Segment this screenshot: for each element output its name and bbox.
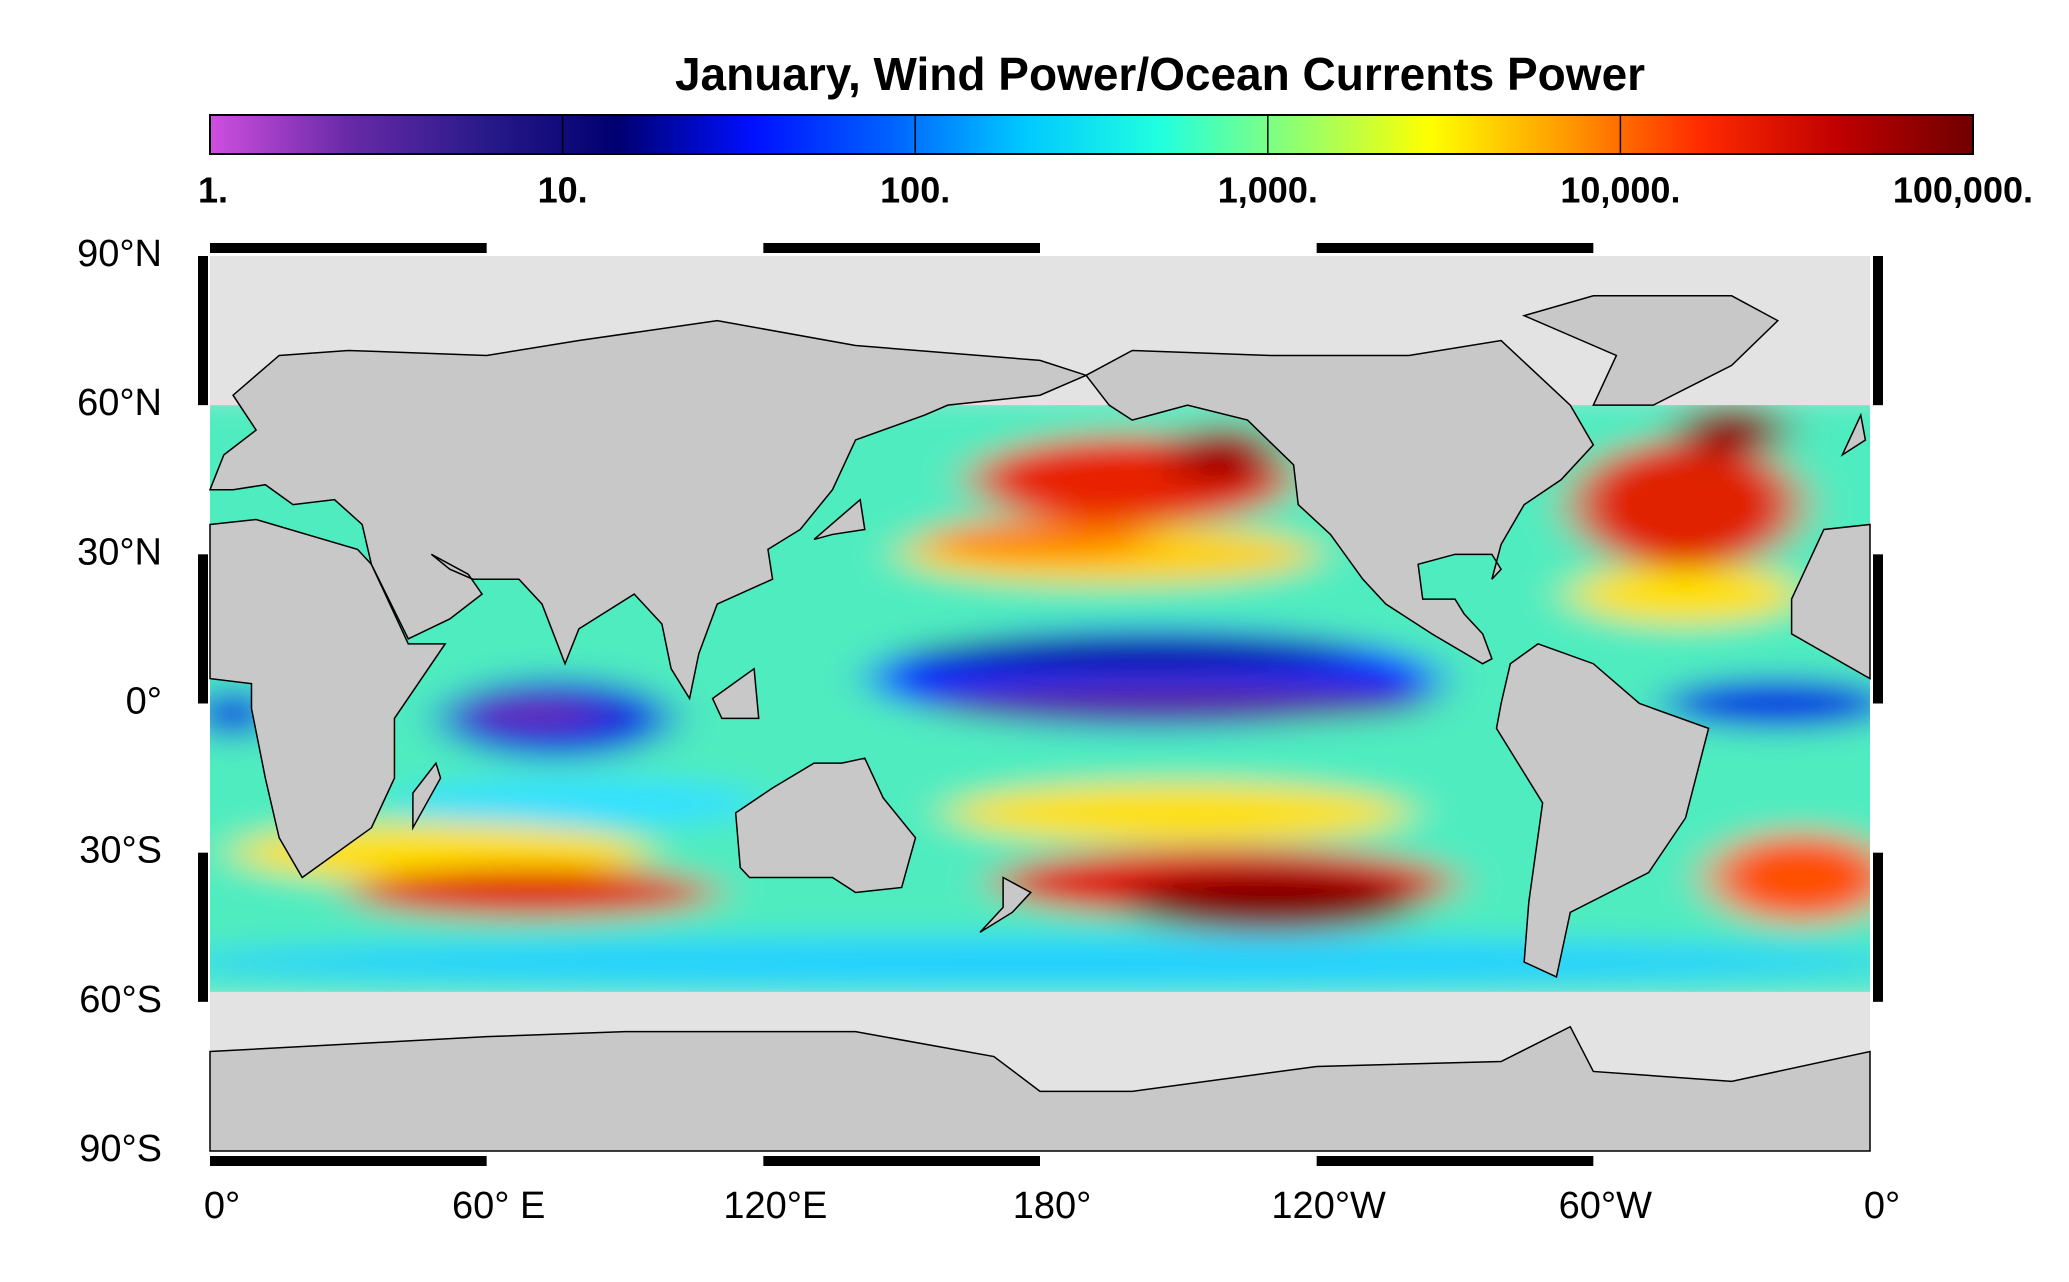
frame-bar-bottom: [763, 1156, 1040, 1166]
lat-tick-label: 90°S: [79, 1128, 162, 1170]
colorbar-tick-label: 10,000.: [1560, 170, 1680, 211]
frame-bar-left: [198, 852, 208, 1002]
lon-tick-label: 0°: [204, 1185, 240, 1227]
lat-tick-label: 60°S: [79, 979, 162, 1021]
frame-bar-right: [1873, 852, 1883, 1002]
colorbar: [209, 114, 1974, 155]
lat-tick-label: 30°S: [79, 830, 162, 872]
lat-tick-label: 90°N: [77, 233, 162, 275]
colorbar-tick-label: 100.: [880, 170, 950, 211]
colorbar-tick-label: 10.: [538, 170, 588, 211]
frame-bar-bottom: [210, 1156, 487, 1166]
colorbar-tick-label: 100,000.: [1893, 170, 2033, 211]
colorbar-tick-label: 1,000.: [1218, 170, 1318, 211]
frame-bar-left: [198, 256, 208, 406]
frame-bar-bottom: [1316, 1156, 1594, 1166]
lon-tick-label: 120°W: [1271, 1185, 1386, 1227]
frame-bar-top: [1316, 243, 1594, 253]
lat-tick-label: 30°N: [77, 531, 162, 573]
lat-tick-label: 60°N: [77, 382, 162, 424]
frame-bar-left: [198, 554, 208, 704]
lon-tick-label: 60°W: [1559, 1185, 1652, 1227]
frame-bar-right: [1873, 554, 1883, 704]
lat-tick-label: 0°: [126, 681, 162, 723]
lon-tick-label: 120°E: [723, 1185, 827, 1227]
frame-bar-top: [210, 243, 487, 253]
lon-tick-label: 180°: [1013, 1185, 1092, 1227]
frame-bar-top: [763, 243, 1040, 253]
title: January, Wind Power/Ocean Currents Power: [675, 48, 1645, 100]
lon-tick-label: 60° E: [452, 1185, 545, 1227]
frame-bar-right: [1873, 256, 1883, 406]
map-body: [118, 296, 1962, 1151]
colorbar-tick-label: 1.: [198, 170, 228, 211]
lon-tick-label: 0°: [1864, 1185, 1900, 1227]
land: [210, 296, 1870, 1151]
